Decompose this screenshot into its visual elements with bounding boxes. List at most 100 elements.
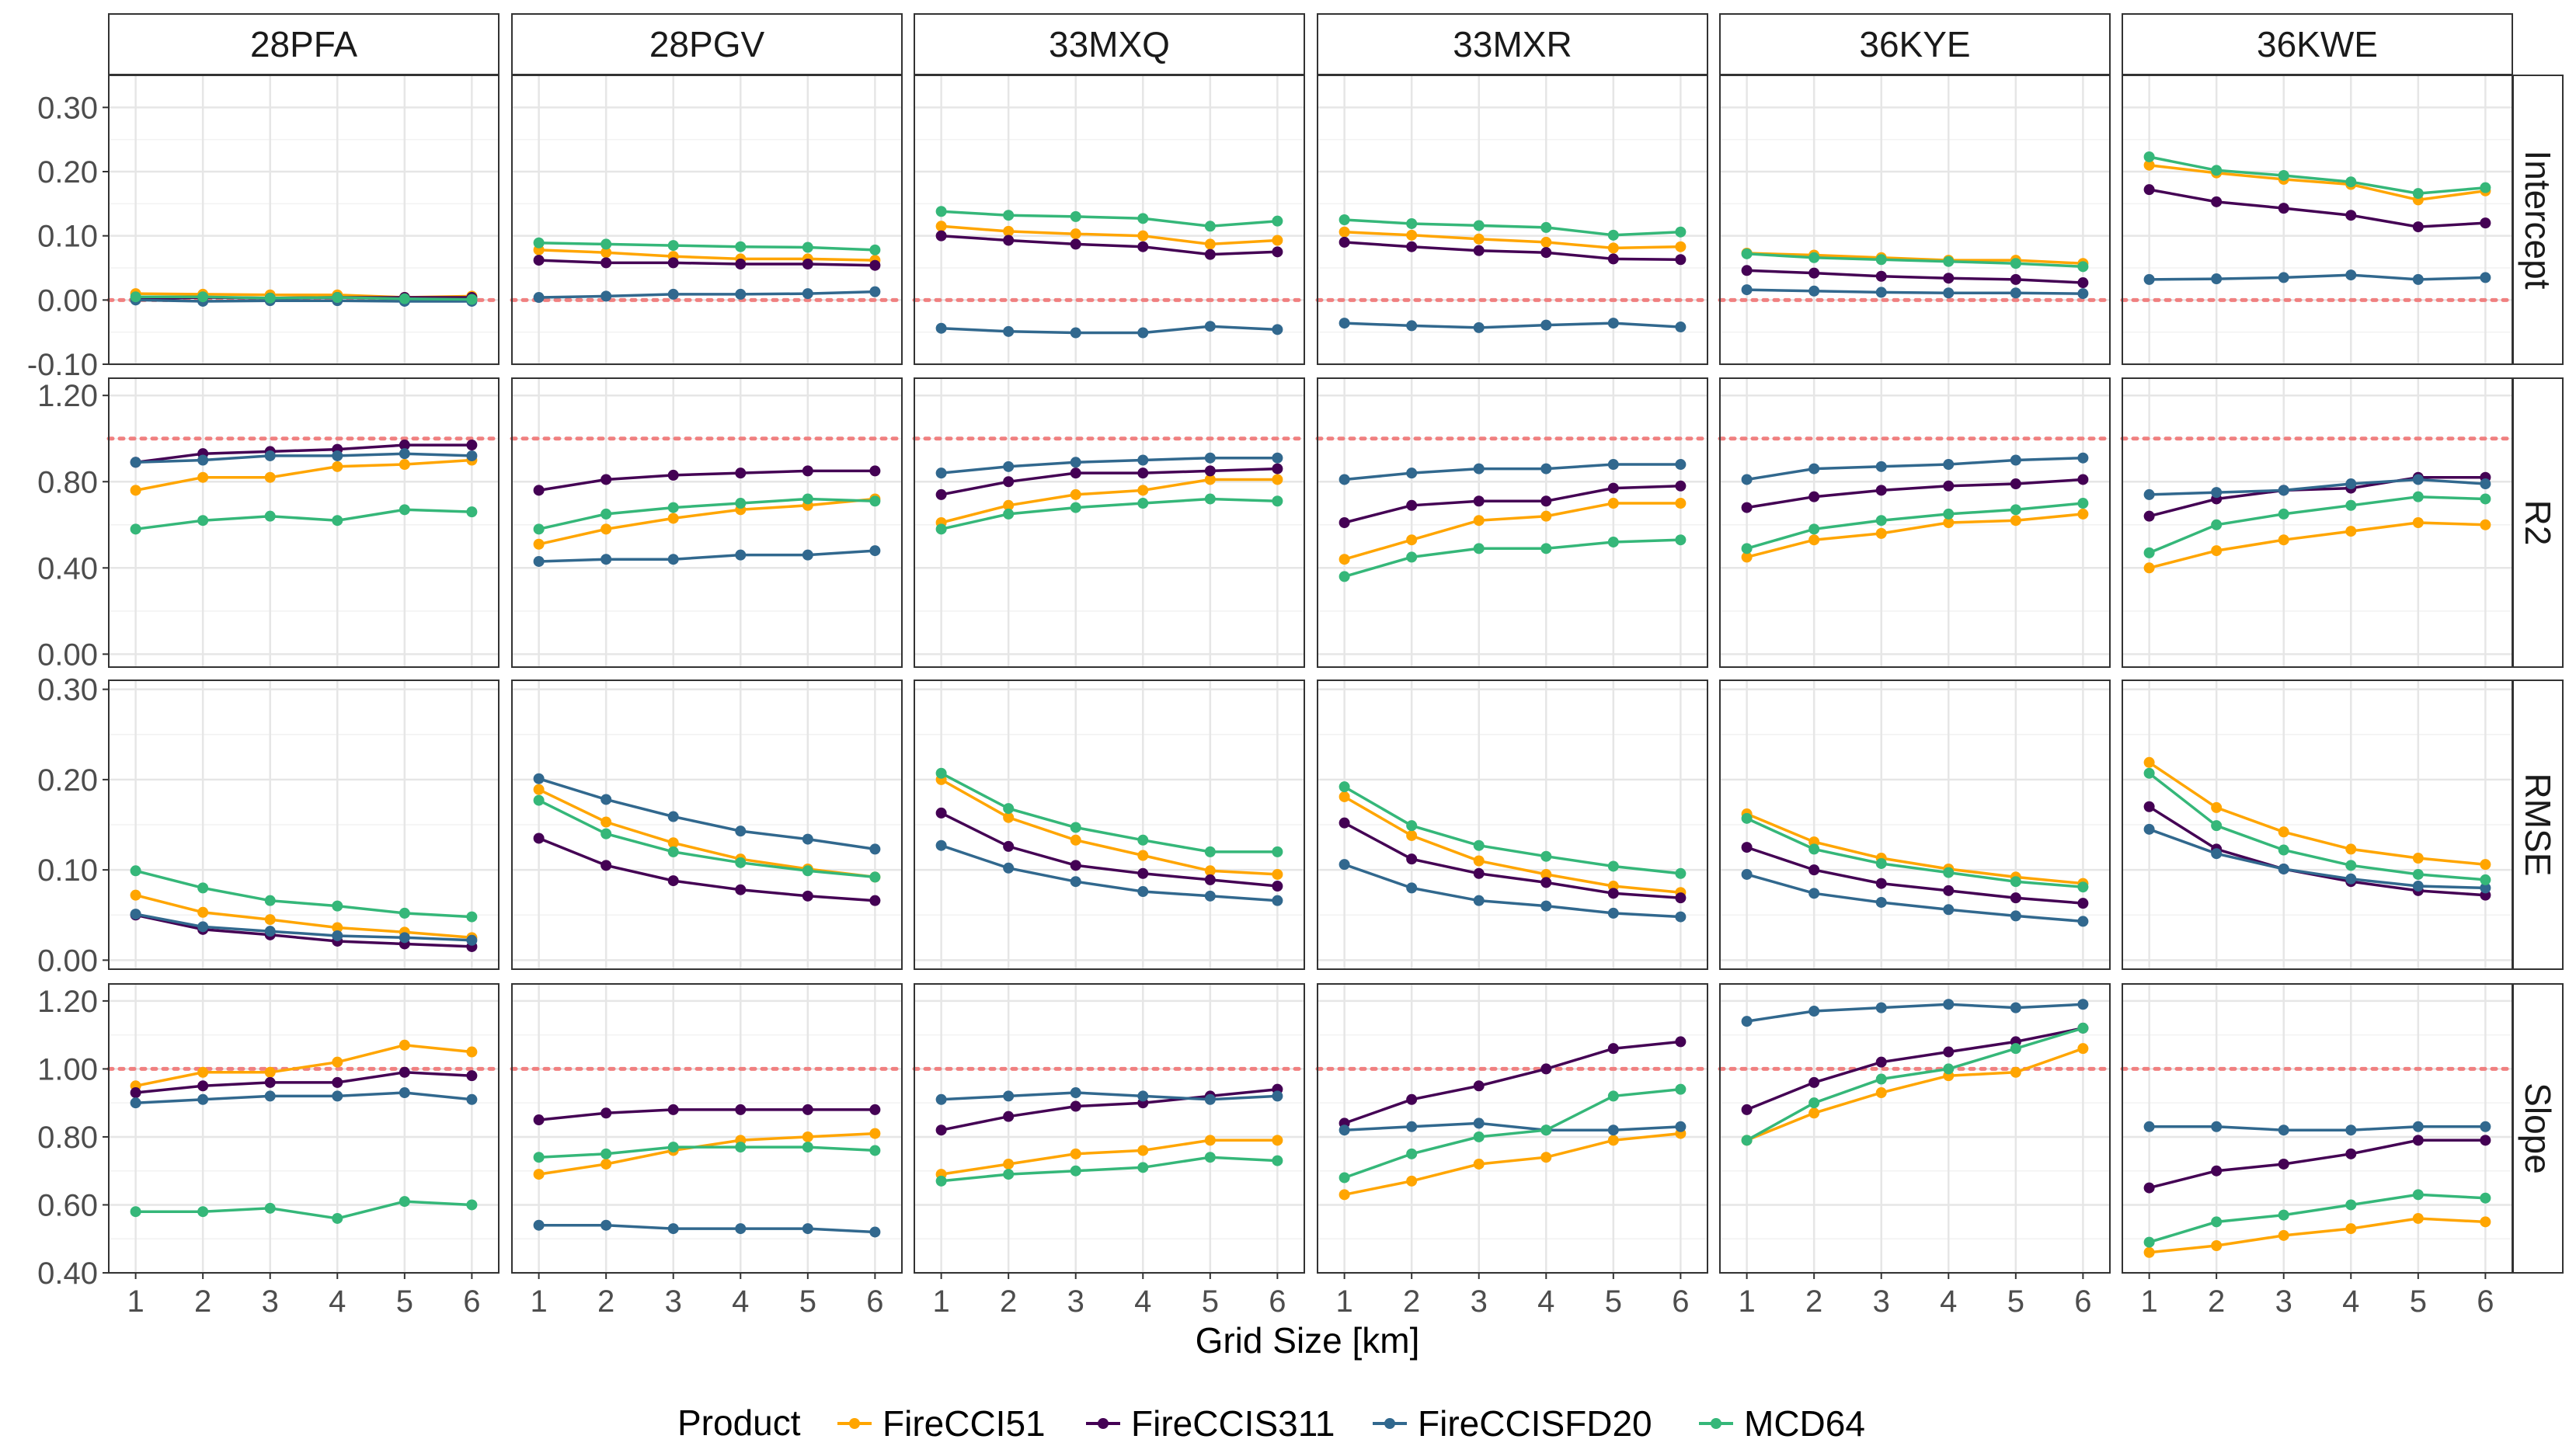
data-point-fireccisfd20 xyxy=(1137,454,1149,466)
legend-label-mcd64: MCD64 xyxy=(1744,1403,1865,1444)
data-point-mcd64 xyxy=(1003,803,1015,815)
x-tick-label: 5 xyxy=(396,1284,413,1319)
data-point-fireccisfd20 xyxy=(600,794,612,805)
data-point-firecci51 xyxy=(600,1158,612,1170)
strip-label-28PFA: 28PFA xyxy=(250,24,357,64)
series-line-fireccisfd20-36KWE-r2 xyxy=(2149,478,2486,496)
data-point-fireccisfd20 xyxy=(1943,459,1955,471)
data-point-mcd64 xyxy=(264,292,276,304)
x-tick-label: 6 xyxy=(463,1284,480,1319)
data-point-mcd64 xyxy=(130,291,141,303)
data-point-fireccisfd20 xyxy=(2211,1121,2223,1132)
series-line-fireccisfd20-33MXQ-rmse xyxy=(941,844,1278,902)
data-point-fireccis311 xyxy=(600,474,612,485)
data-point-fireccisfd20 xyxy=(1607,1125,1619,1136)
data-point-firecci51 xyxy=(2278,1229,2289,1241)
data-point-fireccisfd20 xyxy=(1272,1090,1283,1102)
data-point-mcd64 xyxy=(1943,867,1955,878)
data-point-fireccis311 xyxy=(1003,1111,1015,1122)
data-point-fireccisfd20 xyxy=(2143,823,2155,835)
data-point-fireccisfd20 xyxy=(1540,319,1552,331)
legend-title: Product xyxy=(677,1403,801,1443)
data-point-fireccis311 xyxy=(1808,1076,1820,1088)
x-tick-label: 2 xyxy=(1805,1284,1822,1319)
x-tick-label: 1 xyxy=(1335,1284,1352,1319)
panel-36KYE-intercept xyxy=(1720,75,2110,364)
data-point-firecci51 xyxy=(466,1046,478,1058)
data-point-fireccis311 xyxy=(1875,270,1887,282)
data-point-fireccis311 xyxy=(1272,881,1283,892)
data-point-fireccisfd20 xyxy=(1204,452,1216,464)
data-point-mcd64 xyxy=(2211,165,2223,176)
y-tick-label: 0.10 xyxy=(37,220,98,254)
x-tick-label: 4 xyxy=(1940,1284,1957,1319)
data-point-fireccis311 xyxy=(1943,885,1955,896)
data-point-firecci51 xyxy=(2480,1216,2491,1228)
data-point-mcd64 xyxy=(2412,868,2424,880)
data-point-fireccisfd20 xyxy=(735,826,747,837)
data-point-fireccisfd20 xyxy=(2143,488,2155,500)
data-point-fireccisfd20 xyxy=(130,909,141,920)
series-line-firecci51-28PFA-rmse xyxy=(135,894,472,940)
x-tick-label: 1 xyxy=(2140,1284,2157,1319)
data-point-firecci51 xyxy=(1272,868,1283,880)
data-point-fireccis311 xyxy=(1338,517,1350,528)
data-point-fireccisfd20 xyxy=(1338,474,1350,485)
data-point-firecci51 xyxy=(1003,225,1015,237)
series-line-fireccis311-33MXR-intercept xyxy=(1344,241,1681,262)
series-line-fireccisfd20-28PFA-rmse xyxy=(135,912,472,942)
data-point-fireccisfd20 xyxy=(2077,288,2089,300)
data-point-firecci51 xyxy=(1473,233,1485,245)
data-point-fireccisfd20 xyxy=(1204,890,1216,902)
data-point-fireccis311 xyxy=(1070,860,1081,871)
data-point-fireccisfd20 xyxy=(1540,463,1552,474)
data-point-fireccis311 xyxy=(1675,254,1687,266)
data-point-fireccisfd20 xyxy=(802,288,813,300)
data-point-firecci51 xyxy=(1272,1135,1283,1146)
strip-label-28PGV: 28PGV xyxy=(649,24,765,64)
data-point-firecci51 xyxy=(1137,1145,1149,1156)
panel-border xyxy=(108,680,500,970)
data-point-fireccis311 xyxy=(1137,867,1149,879)
series-line-fireccisfd20-36KWE-slope xyxy=(2149,1125,2486,1131)
data-point-mcd64 xyxy=(1943,1063,1955,1075)
panel-33MXR-intercept xyxy=(1318,75,1707,364)
data-point-firecci51 xyxy=(1204,474,1216,485)
data-point-fireccisfd20 xyxy=(2345,269,2357,281)
data-point-fireccisfd20 xyxy=(466,1093,478,1105)
y-tick-label: 0.40 xyxy=(37,551,98,586)
series-line-fireccis311-36KYE-intercept xyxy=(1746,269,2083,284)
panel-33MXQ-r2 xyxy=(914,378,1304,667)
series-line-mcd64-28PFA-rmse xyxy=(135,869,472,919)
data-point-fireccis311 xyxy=(869,895,881,906)
data-point-mcd64 xyxy=(1675,534,1687,546)
data-point-fireccisfd20 xyxy=(2345,873,2357,885)
series-line-fireccisfd20-36KWE-intercept xyxy=(2149,273,2486,281)
data-point-firecci51 xyxy=(869,1128,881,1139)
data-point-fireccis311 xyxy=(1943,1046,1955,1058)
data-point-firecci51 xyxy=(2480,859,2491,871)
series-line-mcd64-33MXR-intercept xyxy=(1344,218,1681,237)
data-point-mcd64 xyxy=(399,504,410,516)
data-point-fireccis311 xyxy=(2077,898,2089,909)
data-point-firecci51 xyxy=(2143,1246,2155,1258)
data-point-fireccis311 xyxy=(1473,245,1485,256)
strip-label-slope: Slope xyxy=(2518,1083,2558,1174)
x-tick-label: 5 xyxy=(1202,1284,1219,1319)
data-point-fireccis311 xyxy=(1540,877,1552,888)
data-point-firecci51 xyxy=(1675,241,1687,252)
x-tick-label: 2 xyxy=(1000,1284,1017,1319)
series-line-firecci51-33MXR-rmse xyxy=(1343,795,1681,894)
data-point-mcd64 xyxy=(2345,499,2357,511)
data-point-firecci51 xyxy=(600,523,612,535)
panel-border xyxy=(511,680,903,970)
x-axis-title: Grid Size [km] xyxy=(1196,1320,1420,1361)
data-point-fireccisfd20 xyxy=(1675,322,1687,333)
panel-border xyxy=(1317,377,1708,668)
series-line-mcd64-36KYE-r2 xyxy=(1746,502,2083,550)
data-point-mcd64 xyxy=(1675,867,1687,879)
data-point-firecci51 xyxy=(1675,498,1687,509)
data-point-mcd64 xyxy=(1137,1162,1149,1173)
panel-border xyxy=(108,377,500,668)
series-line-firecci51-33MXQ-rmse xyxy=(940,778,1278,876)
